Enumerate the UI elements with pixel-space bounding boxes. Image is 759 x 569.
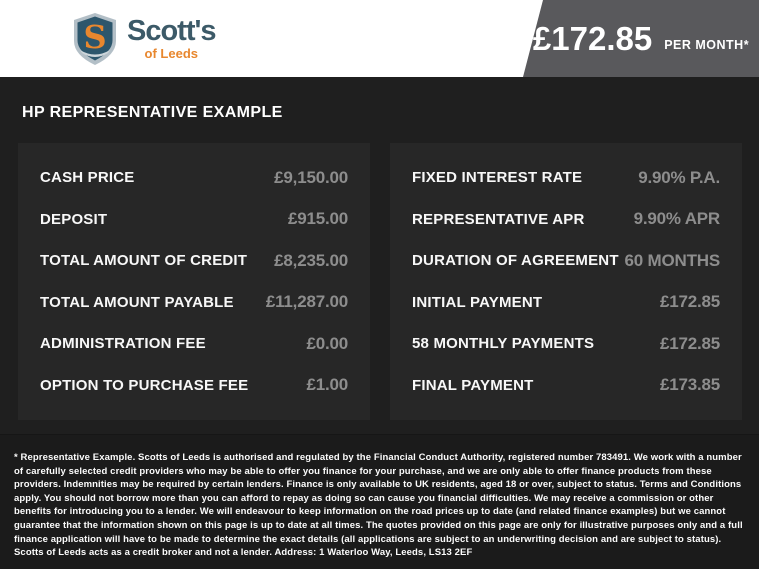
row-value: 60 MONTHS <box>624 250 721 270</box>
row-label: OPTION TO PURCHASE FEE <box>40 376 249 394</box>
row-value: £172.85 <box>659 333 720 353</box>
row-representative-apr: REPRESENTATIVE APR 9.90% APR <box>412 199 720 241</box>
row-value: £0.00 <box>306 333 348 353</box>
row-label: TOTAL AMOUNT OF CREDIT <box>40 252 248 270</box>
row-total-amount-of-credit: TOTAL AMOUNT OF CREDIT £8,235.00 <box>40 240 348 282</box>
row-label: 58 MONTHLY PAYMENTS <box>412 335 595 353</box>
monthly-price-suffix: PER MONTH* <box>664 37 750 52</box>
brand-logo: S Scott's of Leeds <box>72 12 217 66</box>
disclaimer-text: * Representative Example. Scotts of Leed… <box>14 452 743 559</box>
row-value: £8,235.00 <box>274 250 348 270</box>
disclaimer-section: * Representative Example. Scotts of Leed… <box>0 434 759 569</box>
brand-subtitle: of Leeds <box>144 46 198 61</box>
row-label: INITIAL PAYMENT <box>412 293 543 311</box>
row-value: 9.90% P.A. <box>638 167 720 187</box>
row-monthly-payments: 58 MONTHLY PAYMENTS £172.85 <box>412 323 720 365</box>
row-label: FIXED INTEREST RATE <box>412 169 583 187</box>
row-duration-of-agreement: DURATION OF AGREEMENT 60 MONTHS <box>412 240 720 282</box>
row-value: £9,150.00 <box>274 167 348 187</box>
page-title: HP REPRESENTATIVE EXAMPLE <box>22 104 283 121</box>
row-cash-price: CASH PRICE £9,150.00 <box>40 157 348 199</box>
row-label: ADMINISTRATION FEE <box>40 335 206 353</box>
row-administration-fee: ADMINISTRATION FEE £0.00 <box>40 323 348 365</box>
brand-name: Scott's <box>127 15 217 47</box>
row-label: CASH PRICE <box>40 169 135 187</box>
monthly-price-badge: £172.85 PER MONTH* <box>523 0 759 77</box>
finance-panel-right: FIXED INTEREST RATE 9.90% P.A. REPRESENT… <box>390 143 742 420</box>
row-label: DURATION OF AGREEMENT <box>412 252 619 270</box>
row-initial-payment: INITIAL PAYMENT £172.85 <box>412 282 720 324</box>
monthly-price-amount: £172.85 <box>532 19 653 57</box>
shield-logo-icon: S <box>74 12 116 65</box>
row-total-amount-payable: TOTAL AMOUNT PAYABLE £11,287.00 <box>40 282 348 324</box>
row-value: £915.00 <box>287 209 348 229</box>
logo-monogram: S <box>83 18 106 56</box>
row-value: £11,287.00 <box>265 292 348 312</box>
row-final-payment: FINAL PAYMENT £173.85 <box>412 365 720 407</box>
row-deposit: DEPOSIT £915.00 <box>40 199 348 241</box>
row-value: £173.85 <box>659 375 720 395</box>
row-fixed-interest-rate: FIXED INTEREST RATE 9.90% P.A. <box>412 157 720 199</box>
finance-panel-left: CASH PRICE £9,150.00 DEPOSIT £915.00 TOT… <box>18 143 370 420</box>
finance-example-section: HP REPRESENTATIVE EXAMPLE CASH PRICE £9,… <box>0 77 759 434</box>
row-value: £172.85 <box>659 292 720 312</box>
row-label: REPRESENTATIVE APR <box>412 210 585 228</box>
row-label: TOTAL AMOUNT PAYABLE <box>40 293 234 311</box>
row-value: 9.90% APR <box>633 209 721 229</box>
row-value: £1.00 <box>306 375 348 395</box>
row-option-to-purchase-fee: OPTION TO PURCHASE FEE £1.00 <box>40 365 348 407</box>
header: S Scott's of Leeds £172.85 PER MONTH* <box>0 0 759 77</box>
logo-text: Scott's of Leeds <box>127 15 217 61</box>
row-label: FINAL PAYMENT <box>412 376 534 394</box>
row-label: DEPOSIT <box>40 210 108 228</box>
finance-panels: CASH PRICE £9,150.00 DEPOSIT £915.00 TOT… <box>18 143 742 420</box>
